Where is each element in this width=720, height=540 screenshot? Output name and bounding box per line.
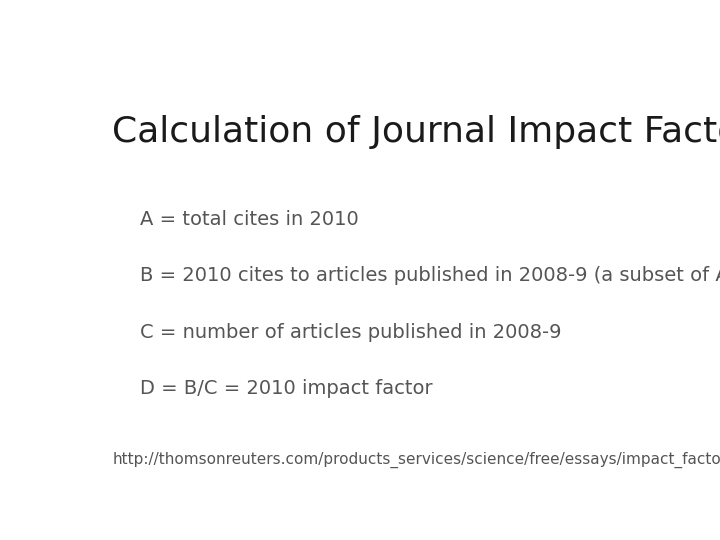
Text: D = B/C = 2010 impact factor: D = B/C = 2010 impact factor (140, 379, 433, 398)
Text: B = 2010 cites to articles published in 2008-9 (a subset of A): B = 2010 cites to articles published in … (140, 266, 720, 286)
Text: C = number of articles published in 2008-9: C = number of articles published in 2008… (140, 322, 562, 342)
Text: A = total cites in 2010: A = total cites in 2010 (140, 210, 359, 230)
Text: Calculation of Journal Impact Factor: Calculation of Journal Impact Factor (112, 114, 720, 148)
Text: http://thomsonreuters.com/products_services/science/free/essays/impact_factor/: http://thomsonreuters.com/products_servi… (112, 452, 720, 468)
